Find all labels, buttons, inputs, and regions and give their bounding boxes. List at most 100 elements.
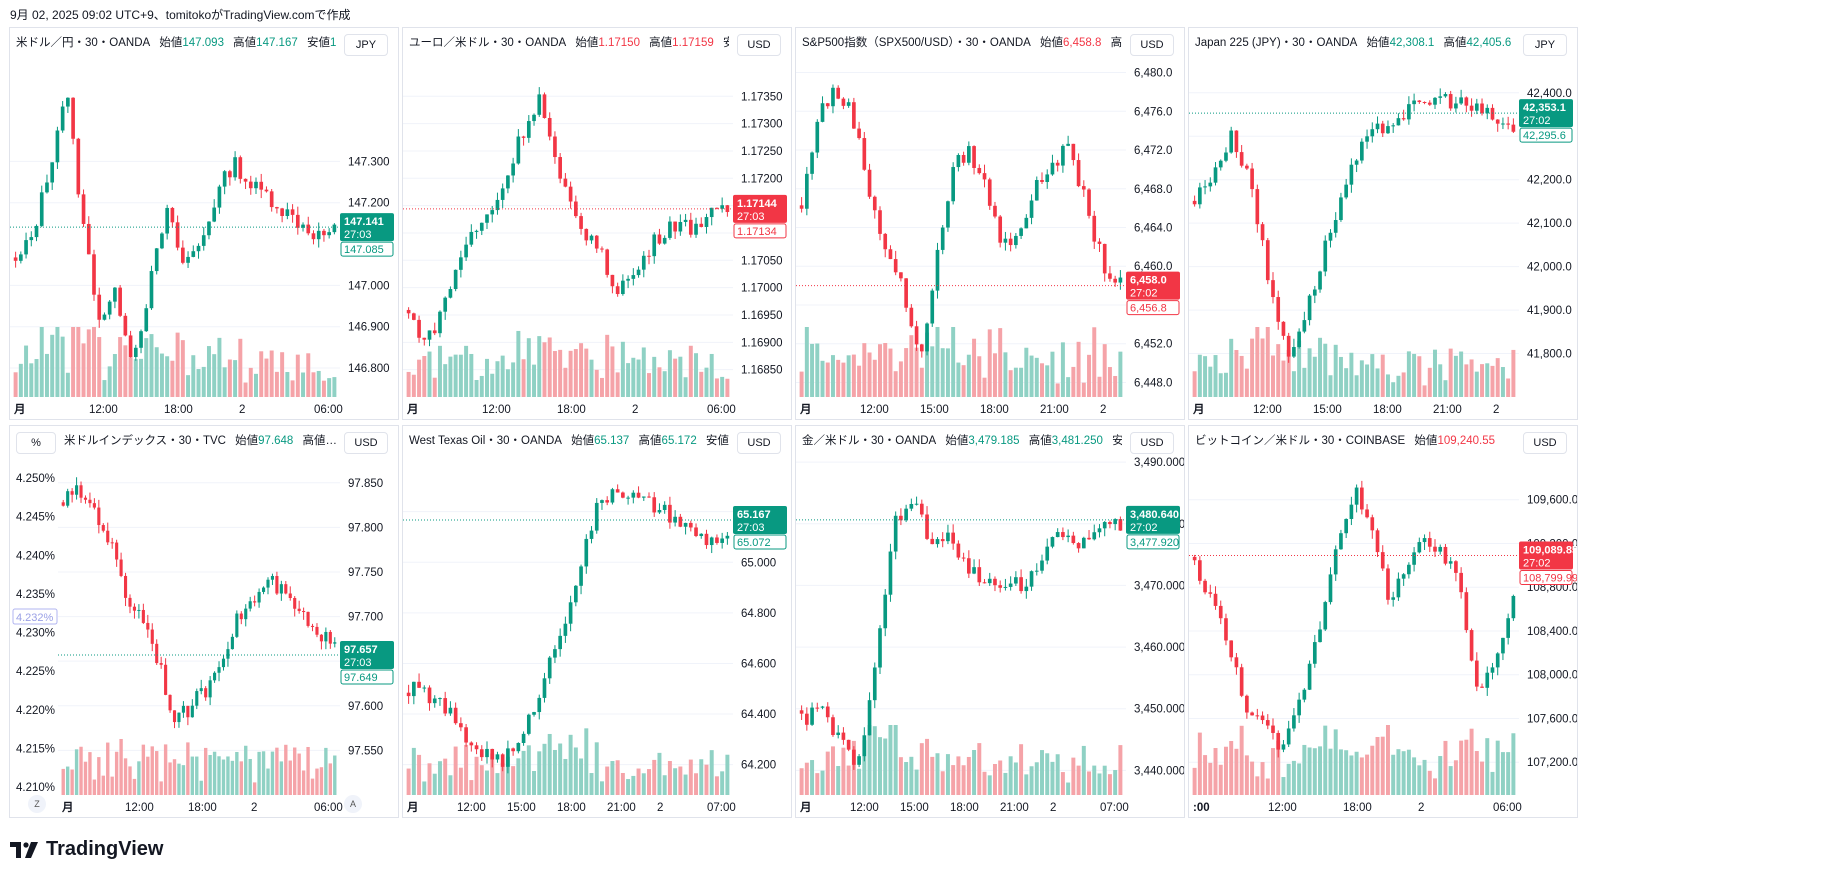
candle-body — [909, 503, 914, 509]
candle-body — [1229, 640, 1234, 658]
candlestick-chart[interactable]: 6,480.0 6,476.0 6,472.0 6,468.0 6,464.0 6,460… — [796, 28, 1185, 420]
chart-panel-3[interactable]: 6,480.0 6,476.0 6,472.0 6,468.0 6,464.0 6,460… — [795, 27, 1185, 420]
candle-body — [1370, 129, 1375, 137]
volume-bar — [1192, 371, 1197, 397]
candle-body — [1061, 145, 1065, 166]
chart-panel-5[interactable]: 97.85097.80097.75097.70097.65097.60097.5… — [9, 425, 399, 818]
ref-price-label: 108,799.99 — [1523, 573, 1578, 585]
candlestick-chart[interactable]: 97.85097.80097.75097.70097.65097.60097.5… — [10, 426, 399, 818]
volume-bar — [1255, 776, 1260, 795]
left-marker-box — [12, 608, 58, 625]
x-tick-label: 15:00 — [507, 802, 536, 814]
volume-bar — [29, 363, 34, 397]
candle-body — [1081, 186, 1086, 190]
candle-body — [1203, 580, 1207, 593]
candle-body — [60, 106, 65, 131]
candle-body — [563, 623, 568, 636]
candle-body — [1108, 273, 1112, 279]
candle-body — [238, 157, 243, 179]
candle-body — [207, 221, 211, 236]
volume-bar — [177, 763, 181, 795]
y-tick-label: 1.17350 — [741, 91, 783, 103]
volume-bar — [599, 377, 604, 397]
currency-button[interactable]: USD — [737, 34, 781, 56]
last-price-tag — [1519, 99, 1573, 128]
volume-bar — [128, 766, 132, 795]
candlestick-chart[interactable]: 109,600.00109,200.00108,800.00108,400.00… — [1189, 426, 1578, 818]
candle-body — [1265, 720, 1270, 726]
candlestick-chart[interactable]: 42,400.042,300.042,200.042,100.042,000.0… — [1189, 28, 1578, 420]
candle-body — [1250, 168, 1254, 190]
volume-bar — [1113, 375, 1118, 397]
percent-scale-button[interactable]: % — [16, 432, 56, 454]
candle-body — [266, 579, 270, 588]
candlestick-chart[interactable]: 65.20065.00064.80064.60064.40064.200月12:… — [403, 426, 792, 818]
candle-body — [115, 542, 119, 560]
chart-title-text: 米ドル／円・30・OANDA — [16, 37, 151, 49]
candle-body — [1271, 280, 1275, 298]
last-price-label: 3,480.640 — [1130, 509, 1179, 521]
chart-panel-7[interactable]: 3,490.0003,480.0003,470.0003,460.0003,45… — [795, 425, 1185, 818]
candle-body — [92, 503, 96, 508]
chart-panel-6[interactable]: 65.20065.00064.80064.60064.40064.200月12:… — [402, 425, 792, 818]
candle-body — [872, 196, 877, 211]
candle-body — [1292, 715, 1296, 729]
candle-body — [993, 578, 997, 586]
candle-body — [1480, 686, 1484, 688]
candlestick-chart[interactable]: 3,490.0003,480.0003,470.0003,460.0003,45… — [796, 426, 1185, 818]
candle-body — [961, 155, 966, 163]
chart-title: ビットコイン／米ドル・30・COINBASE 始値109,240.55 — [1195, 432, 1515, 448]
volume-bar — [714, 378, 719, 397]
volume-bar — [453, 746, 458, 795]
currency-button[interactable]: USD — [737, 432, 781, 454]
chart-panel-8[interactable]: 109,600.00109,200.00108,800.00108,400.00… — [1188, 425, 1578, 818]
chart-panel-1[interactable]: 147.300 147.200 147.000 146.900 146.800 月 12:0… — [9, 27, 399, 420]
candle-body — [1213, 593, 1218, 606]
volume-bar — [867, 725, 872, 795]
ohlc-value: 65.137 — [594, 435, 630, 447]
candle-body — [631, 492, 636, 498]
volume-bar — [1192, 767, 1197, 795]
candle-body — [92, 254, 96, 295]
volume-bar — [306, 746, 310, 795]
currency-button[interactable]: USD — [1130, 432, 1174, 454]
volume-bar — [867, 352, 872, 397]
candle-body — [1490, 667, 1495, 673]
candle-body — [883, 594, 888, 629]
ref-price-tag — [340, 241, 394, 257]
zoom-button[interactable]: Z — [28, 795, 46, 813]
candle-body — [443, 698, 448, 714]
volume-bar — [1433, 349, 1437, 397]
volume-bar — [106, 742, 110, 795]
chart-panel-4[interactable]: 42,400.042,300.042,200.042,100.042,000.0… — [1188, 27, 1578, 420]
candle-body — [1365, 509, 1369, 518]
left-y-tick-label: 4.245% — [16, 512, 55, 524]
candle-body — [1501, 123, 1505, 125]
y-tick-label: 97.750 — [348, 567, 383, 579]
volume-bar — [1412, 757, 1417, 795]
currency-button[interactable]: USD — [344, 432, 388, 454]
currency-button[interactable]: USD — [1130, 34, 1174, 56]
x-tick-label: 2 — [1050, 802, 1056, 814]
currency-button[interactable]: JPY — [1523, 34, 1567, 56]
currency-button[interactable]: JPY — [344, 34, 388, 56]
candle-body — [579, 566, 583, 586]
volume-bar — [810, 760, 815, 795]
volume-bar — [537, 336, 542, 397]
currency-button[interactable]: USD — [1523, 432, 1567, 454]
x-tick-label: 18:00 — [164, 404, 193, 416]
volume-bar — [195, 756, 199, 795]
volume-bar — [201, 366, 206, 397]
candle-body — [132, 606, 137, 611]
y-tick-label: 6,468.0 — [1134, 184, 1172, 196]
candle-body — [704, 533, 709, 546]
tradingview-logo[interactable]: TradingView — [10, 838, 163, 861]
candle-body — [532, 712, 536, 715]
candlestick-chart[interactable]: 147.300 147.200 147.000 146.900 146.800 月 12:0… — [10, 28, 399, 420]
candle-body — [694, 223, 698, 235]
chart-panel-2[interactable]: 1.17350 1.17300 1.17250 1.17200 1.17150 1.171… — [402, 27, 792, 420]
candlestick-chart[interactable]: 1.17350 1.17300 1.17250 1.17200 1.17150 1.171… — [403, 28, 792, 420]
candle-body — [1097, 528, 1102, 533]
candle-body — [155, 643, 159, 664]
auto-scale-button[interactable]: A — [344, 795, 362, 813]
